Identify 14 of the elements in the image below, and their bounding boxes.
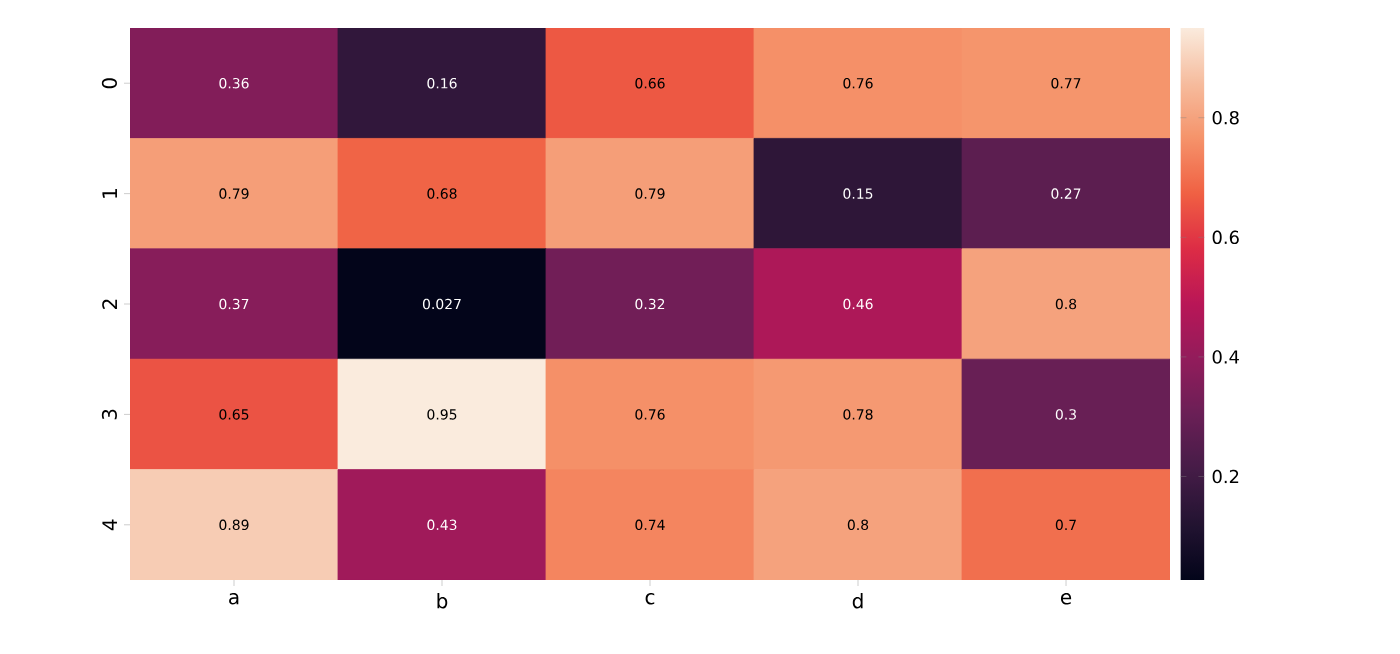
x-tick-label: e	[1060, 593, 1072, 605]
color-bar-label: 0.4	[1212, 350, 1239, 364]
y-tick-label: 0	[101, 78, 117, 89]
color-bar-label: 0.8	[1212, 110, 1239, 125]
y-tick-label: 2	[102, 299, 117, 309]
x-tick-label: c	[645, 593, 655, 605]
color-bar-label: 0.2	[1212, 469, 1239, 484]
y-tick-label: 4	[102, 519, 117, 531]
x-tick-label: d	[852, 593, 863, 609]
y-tick-label: 3	[101, 409, 117, 420]
y-tick-label: 1	[102, 189, 117, 198]
x-tick-label: a	[229, 593, 239, 605]
color-bar-label: 0.6	[1212, 230, 1239, 245]
x-tick-label: b	[437, 593, 448, 609]
